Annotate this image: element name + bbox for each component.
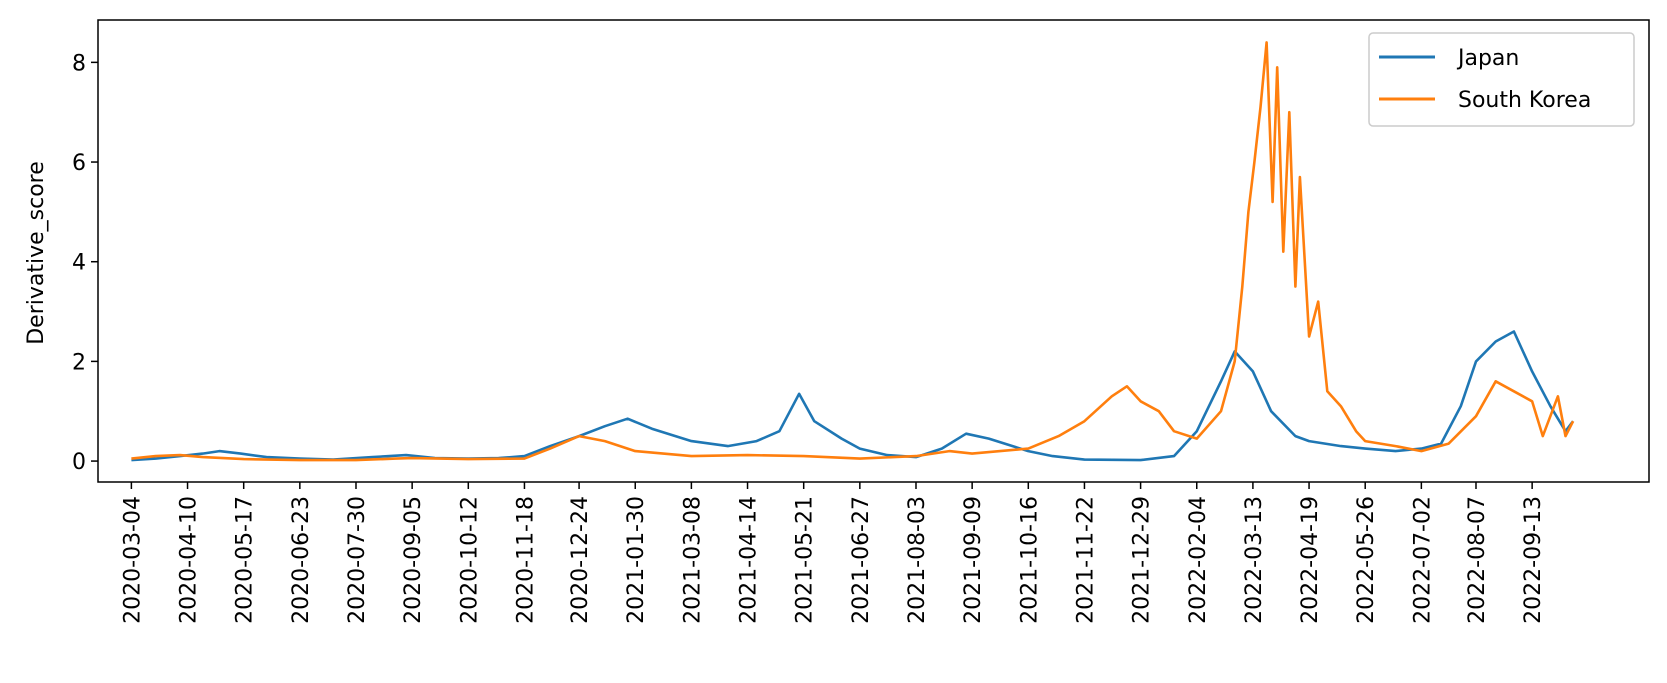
x-tick-label: 2020-10-12 [457, 496, 482, 624]
series-line-south-korea [131, 41, 1575, 462]
x-tick-label: 2021-01-30 [624, 496, 649, 624]
x-tick-label: 2021-10-16 [1017, 496, 1042, 624]
legend-label-japan: Japan [1456, 46, 1519, 71]
legend-box [1368, 32, 1635, 127]
x-tick-label: 2021-06-27 [849, 496, 874, 624]
x-tick-label: 2022-07-02 [1410, 496, 1435, 624]
x-tick-label: 2021-11-22 [1073, 496, 1098, 624]
x-tick-label: 2021-03-08 [680, 496, 705, 624]
x-tick-label: 2022-03-13 [1242, 496, 1267, 624]
y-tick-label: 6 [72, 151, 86, 176]
y-tick-label: 8 [72, 51, 86, 76]
x-tick-label: 2020-07-30 [345, 496, 370, 624]
x-tick-label: 2021-09-09 [961, 496, 986, 624]
y-axis-label: Derivative_score [24, 161, 49, 345]
x-tick-label: 2022-08-07 [1465, 496, 1490, 624]
x-tick-label: 2022-09-13 [1521, 496, 1546, 624]
x-tick-label: 2021-12-29 [1130, 496, 1155, 624]
x-tick-label: 2020-12-24 [568, 496, 593, 624]
x-tick-label: 2020-05-17 [233, 496, 258, 624]
x-tick-label: 2022-02-04 [1186, 496, 1211, 624]
x-tick-label: 2022-04-19 [1298, 496, 1323, 624]
x-tick-label: 2020-06-23 [289, 496, 314, 624]
ticks-layer: 0 2 4 6 8 2020-03-04 2020-04-10 2020-05-17 2020-… [72, 51, 1546, 623]
x-tick-label: 2021-04-14 [737, 496, 762, 624]
x-tick-label: 2020-04-10 [177, 496, 202, 624]
series-layer [131, 41, 1575, 462]
x-tick-label: 2020-11-18 [513, 496, 538, 624]
plot-frame [97, 19, 1650, 483]
x-tick-label: 2022-05-26 [1354, 496, 1379, 624]
x-tick-label: 2020-03-04 [120, 496, 145, 624]
x-tick-label: 2021-05-21 [793, 496, 818, 624]
x-tick-label: 2021-08-03 [905, 496, 930, 624]
legend[interactable]: Japan South Korea [1368, 32, 1635, 127]
x-tick-label: 2020-09-05 [401, 496, 426, 624]
legend-label-south-korea: South Korea [1458, 88, 1591, 113]
y-tick-label: 0 [72, 450, 86, 475]
y-axis-title-group: Derivative_score [24, 161, 49, 345]
y-tick-label: 4 [72, 251, 86, 276]
y-tick-label: 2 [72, 350, 86, 375]
